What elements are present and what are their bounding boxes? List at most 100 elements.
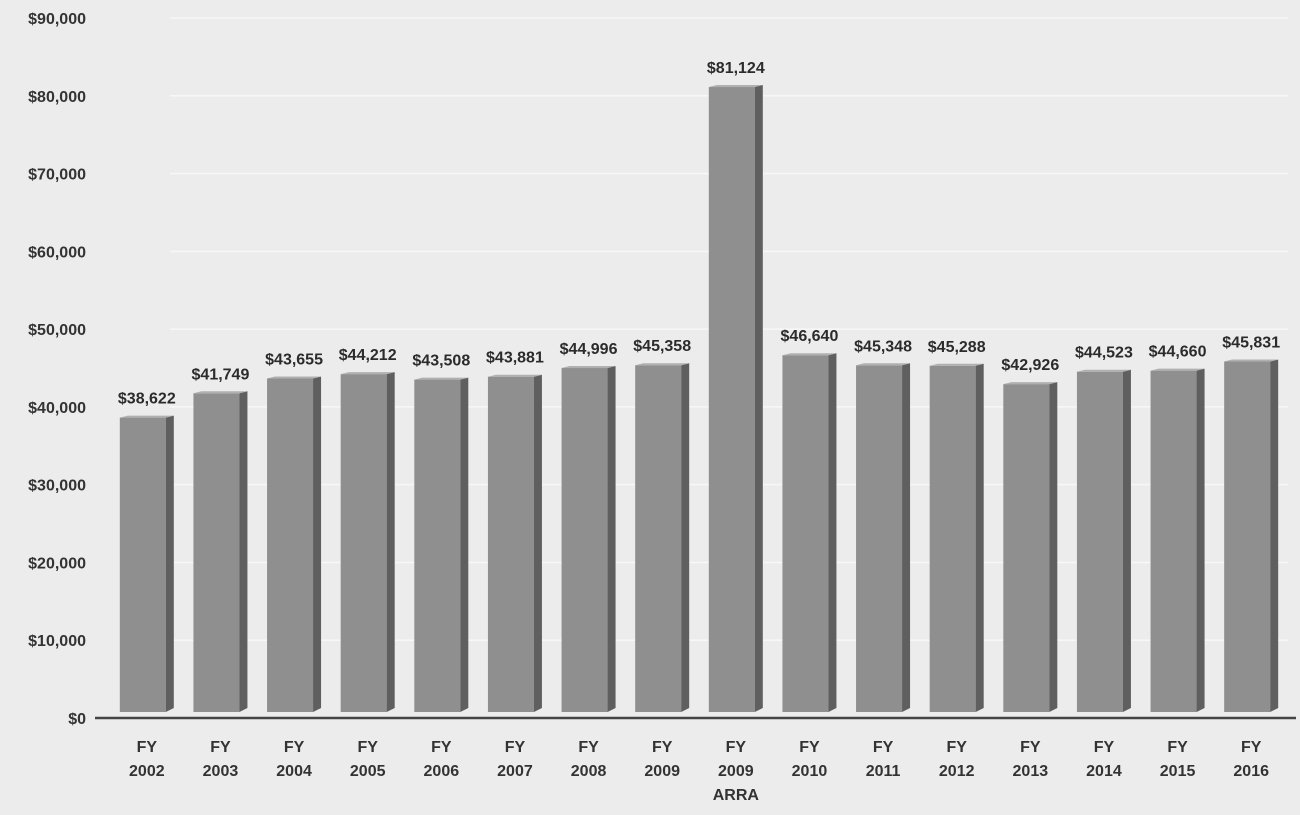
bar [414,377,469,712]
labels: $0 $10,000 $20,000 $30,000 $40,000 $50,000 $60… [28,11,1280,804]
bar-side [386,372,395,712]
bar-side [1049,382,1058,712]
bar-side [533,374,542,712]
data-label: $38,622 [118,391,176,408]
bar-top [1150,368,1205,371]
bar-front [267,378,314,712]
x-tick-label: FY 2012 [939,739,975,780]
bar [561,366,616,712]
data-label: $43,881 [486,350,544,367]
x-tick-label: FY 2016 [1233,739,1269,780]
data-label: $46,640 [781,328,839,345]
bar [1150,368,1205,712]
data-label: $41,749 [192,366,250,383]
x-tick-label: FY 2007 [497,739,533,780]
data-label: $44,523 [1075,345,1133,362]
data-label: $45,358 [633,338,691,355]
bar-side [607,366,616,712]
y-tick-label: $90,000 [28,11,86,28]
bar-side [239,391,248,712]
bar-side [165,415,174,712]
bar-top [193,391,248,394]
bar [267,376,322,712]
x-tick-label: FY 2008 [571,739,607,780]
bar [635,363,690,712]
x-tick-label: FY 2009 [644,739,680,780]
bar-side [681,363,690,712]
data-label: $44,660 [1149,344,1207,361]
data-label: $44,212 [339,347,397,364]
bar-front [929,365,976,712]
bar [340,372,395,712]
x-tick-label: FY 2009 ARRA [713,739,760,804]
bar [1076,369,1131,712]
bar-top [487,374,542,377]
data-label: $44,996 [560,341,618,358]
y-tick-label: $10,000 [28,633,86,650]
x-tick-label: FY 2014 [1086,739,1122,780]
bar-side [1196,368,1205,712]
bar-front [1224,361,1271,712]
bar [708,85,763,713]
y-tick-label: $50,000 [28,322,86,339]
bar-side [460,377,469,712]
data-label: $42,926 [1001,357,1059,374]
bar-top [119,415,174,418]
bar-top [1224,359,1279,362]
y-tick-label: $60,000 [28,244,86,261]
bar-front [856,365,903,712]
data-label: $45,348 [854,338,912,355]
bar-front [119,417,166,712]
x-tick-label: FY 2013 [1013,739,1049,780]
y-tick-label: $30,000 [28,478,86,495]
bar-front [487,376,534,712]
bars [119,85,1279,713]
x-tick-label: FY 2015 [1160,739,1196,780]
bar-front [782,355,829,712]
y-tick-label: $40,000 [28,400,86,417]
bar-top [561,366,616,369]
bar-front [1150,370,1197,712]
data-label: $43,655 [265,351,323,368]
bar-side [313,376,322,712]
bar-front [708,87,755,713]
bar [487,374,542,712]
data-label: $81,124 [707,60,765,77]
bar-side [1270,359,1279,712]
x-tick-label: FY 2010 [792,739,828,780]
bar-top [1076,369,1131,372]
bar-top [782,353,837,356]
y-tick-label: $20,000 [28,555,86,572]
bar-front [1003,384,1050,712]
y-tick-label: $0 [68,711,86,728]
bar [782,353,837,712]
bar-front [635,365,682,712]
bar [856,363,911,712]
bar-side [754,85,763,713]
x-tick-label: FY 2011 [866,739,901,780]
bar [1003,382,1058,712]
bar [119,415,174,712]
y-tick-label: $80,000 [28,89,86,106]
x-tick-label: FY 2003 [203,739,239,780]
bar [929,363,984,712]
bar-top [414,377,469,380]
bar-front [193,393,240,712]
bar [193,391,248,712]
bar-front [561,368,608,712]
bar-front [340,374,387,712]
bar-top [267,376,322,379]
bar-top [635,363,690,366]
bar-side [975,363,984,712]
bar-front [414,379,461,712]
x-tick-label: FY 2005 [350,739,386,780]
x-tick-label: FY 2002 [129,739,165,780]
data-label: $43,508 [412,353,470,370]
bar-side [902,363,911,712]
bar-top [1003,382,1058,385]
bar-top [856,363,911,366]
bar-top [708,85,763,88]
data-label: $45,288 [928,339,986,356]
